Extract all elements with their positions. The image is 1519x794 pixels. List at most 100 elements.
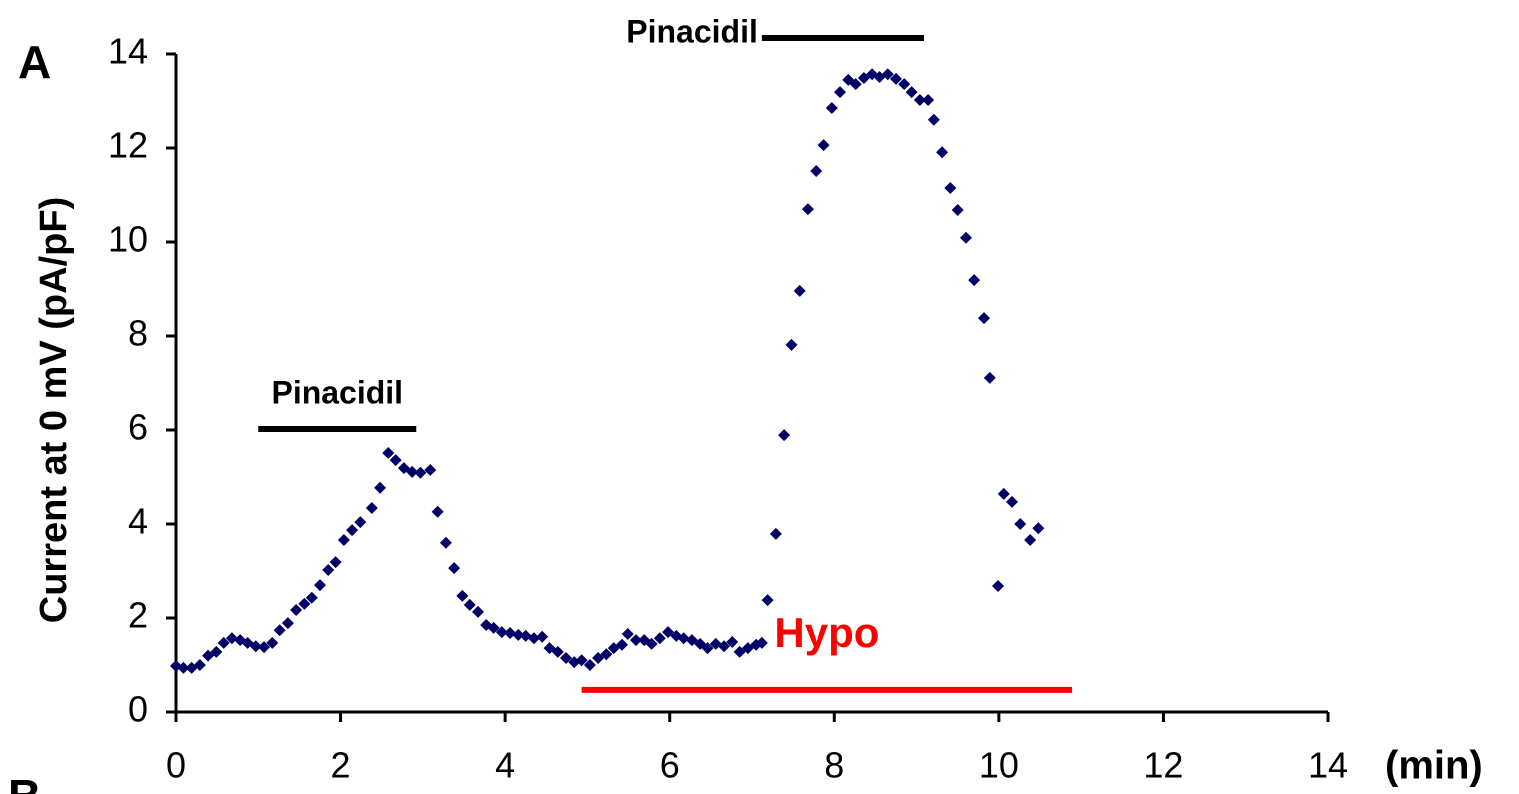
panel-label: B [8, 770, 41, 794]
data-point [890, 72, 902, 85]
data-point [382, 447, 395, 460]
data-point [922, 94, 935, 107]
x-tick-label: 8 [824, 745, 844, 786]
y-tick-label: 6 [128, 407, 148, 448]
data-point [761, 594, 774, 607]
data-point [487, 621, 500, 634]
data-point [1014, 518, 1027, 530]
x-tick-label: 0 [166, 745, 186, 786]
data-point [968, 274, 981, 287]
data-point [769, 527, 782, 540]
data-point [1032, 522, 1045, 535]
data-point [785, 338, 798, 351]
data-point [677, 632, 690, 645]
data-point [337, 533, 350, 546]
data-point [298, 597, 311, 610]
data-point [536, 630, 549, 643]
data-point [755, 636, 768, 649]
data-point [210, 645, 223, 658]
data-point [346, 524, 359, 537]
data-point [810, 165, 823, 178]
data-point [629, 634, 642, 647]
x-axis-label: (min) [1385, 744, 1483, 788]
data-point [249, 640, 262, 653]
x-tick-label: 10 [979, 745, 1019, 786]
data-point [983, 371, 996, 384]
data-point [560, 651, 573, 664]
data-point [329, 556, 342, 569]
data-point [512, 628, 525, 641]
data-point [314, 579, 326, 592]
data-point [834, 86, 847, 99]
x-tick-label: 12 [1143, 745, 1183, 786]
data-point [305, 591, 318, 604]
data-point [600, 648, 613, 661]
data-point [322, 564, 335, 577]
data-point [290, 604, 303, 617]
x-tick-label: 4 [495, 745, 515, 786]
data-point [414, 466, 427, 479]
data-point [653, 632, 666, 645]
data-point [1006, 495, 1019, 508]
data-point [406, 465, 419, 478]
annotation-label: Hypo [774, 609, 879, 656]
data-point [881, 68, 894, 81]
data-point [959, 231, 972, 244]
data-point [193, 659, 206, 671]
data-point [495, 626, 508, 639]
data-point [281, 617, 294, 630]
data-point [944, 181, 957, 194]
data-point [463, 598, 476, 611]
data-point [778, 429, 791, 442]
data-point [817, 139, 830, 152]
y-tick-label: 14 [108, 31, 148, 72]
data-point [431, 505, 444, 518]
data-point [225, 632, 238, 645]
data-point [583, 659, 596, 671]
data-point [389, 454, 402, 467]
data-point [997, 487, 1010, 500]
data-point [424, 463, 437, 476]
data-point [615, 638, 628, 651]
data-point [927, 113, 940, 126]
data-point [645, 637, 658, 650]
data-point [448, 562, 461, 575]
data-point [456, 589, 469, 602]
y-tick-label: 2 [128, 595, 148, 636]
data-point [793, 284, 806, 297]
data-point [726, 635, 739, 648]
annotation-label: Pinacidil [626, 13, 758, 49]
data-point [913, 94, 926, 107]
data-point [177, 661, 190, 674]
x-tick-label: 2 [331, 745, 351, 786]
panel-label: A [18, 36, 51, 88]
data-point [621, 627, 634, 640]
data-point [825, 102, 838, 115]
y-tick-label: 10 [108, 219, 148, 260]
data-point [992, 580, 1005, 593]
data-point [1024, 533, 1037, 546]
y-tick-label: 0 [128, 689, 148, 730]
y-tick-label: 4 [128, 501, 148, 542]
y-tick-label: 8 [128, 313, 148, 354]
data-point [718, 640, 731, 653]
data-point [258, 641, 271, 654]
data-point [898, 78, 911, 91]
data-point [504, 627, 517, 640]
data-point [365, 502, 378, 515]
data-point [439, 536, 452, 549]
data-point [527, 632, 540, 645]
data-point [936, 146, 949, 159]
data-point [217, 636, 230, 649]
data-point [801, 203, 814, 216]
data-point [374, 481, 387, 494]
data-point [354, 516, 367, 529]
data-point [978, 312, 991, 325]
data-point [266, 636, 279, 649]
data-point [471, 605, 484, 618]
data-point [701, 642, 714, 655]
x-tick-label: 14 [1308, 745, 1348, 786]
data-point [849, 78, 862, 91]
